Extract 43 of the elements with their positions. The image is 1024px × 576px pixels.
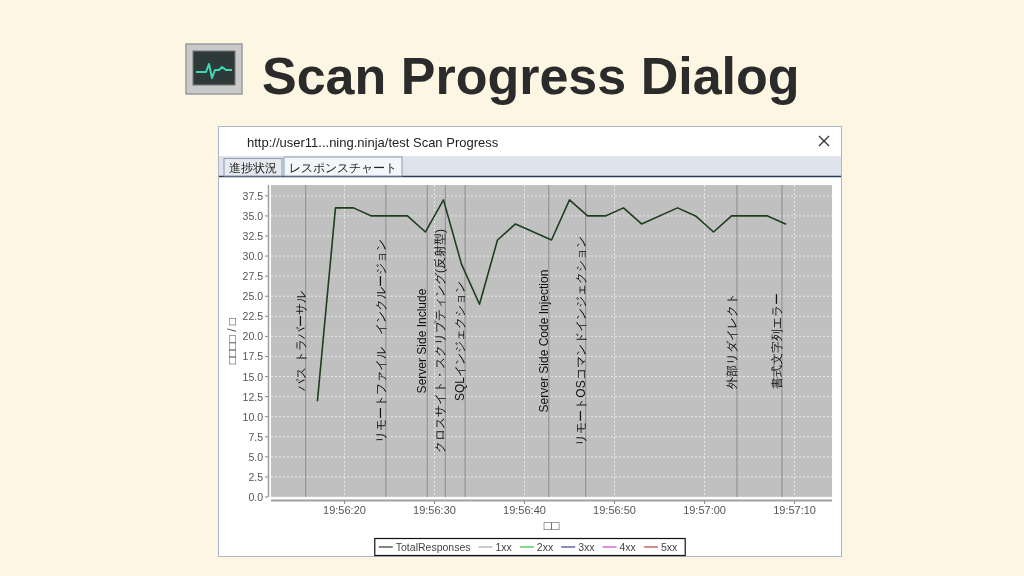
x-tick-label: 19:56:20 xyxy=(323,504,366,516)
y-tick-label: 17.5 xyxy=(242,350,264,363)
y-tick-label: 27.5 xyxy=(242,270,264,283)
legend-label: TotalResponses xyxy=(395,541,471,553)
y-tick-label: 32.5 xyxy=(242,230,264,242)
ref-line-label: SQLインジェクション xyxy=(453,280,468,402)
y-tick-label: 12.5 xyxy=(242,390,264,403)
x-tick-label: 19:56:50 xyxy=(593,504,636,516)
ref-line-label: 書式文字列エラー xyxy=(769,293,784,389)
y-tick-label: 10.0 xyxy=(242,410,264,423)
x-tick-label: 19:57:10 xyxy=(773,504,816,516)
ref-line-label: Server Side Include xyxy=(415,288,430,394)
y-tick-label: 25.0 xyxy=(242,290,264,303)
ref-line-label: リモートファイル インクルージョン xyxy=(373,239,388,443)
y-tick-label: 0.0 xyxy=(248,491,264,503)
y-tick-label: 20.0 xyxy=(242,330,264,343)
y-tick-label: 22.5 xyxy=(242,310,264,323)
ref-line-label: クロスサイト・スクリプティング(反射型) xyxy=(433,229,448,453)
x-axis-title: □□ xyxy=(543,518,560,533)
y-tick-label: 35.0 xyxy=(242,209,264,222)
ref-line-label: 外部リダイレクト xyxy=(724,293,739,389)
y-tick-label: 15.0 xyxy=(242,370,264,383)
x-tick-label: 19:56:40 xyxy=(503,504,546,516)
legend-label: 2xx xyxy=(536,541,554,553)
y-axis-title: □□□□ / □ xyxy=(225,317,239,365)
y-tick-label: 30.0 xyxy=(242,250,264,263)
text: 進捗状況 xyxy=(229,161,277,175)
x-tick-label: 19:57:00 xyxy=(683,504,726,516)
ref-line-label: Server Side Code Injection xyxy=(536,269,551,413)
y-tick-label: 5.0 xyxy=(248,450,264,463)
legend-label: 1xx xyxy=(495,541,513,553)
x-tick-label: 19:56:30 xyxy=(413,504,456,516)
y-tick-label: 7.5 xyxy=(248,430,264,443)
legend-label: 5xx xyxy=(660,541,678,553)
legend-label: 4xx xyxy=(619,541,637,553)
y-tick-label: 2.5 xyxy=(248,470,264,483)
text: レスポンスチャート xyxy=(289,161,397,175)
legend-label: 3xx xyxy=(578,541,596,553)
ref-line-label: パス トラバーサル xyxy=(293,291,308,392)
ref-line-label: リモートOSコマンドインジェクション xyxy=(573,236,588,446)
text: http://user11...ning.ninja/test Scan Progress xyxy=(247,135,499,150)
y-tick-label: 37.5 xyxy=(242,189,264,202)
chart-title: Scan Progress Dialog xyxy=(262,47,800,105)
